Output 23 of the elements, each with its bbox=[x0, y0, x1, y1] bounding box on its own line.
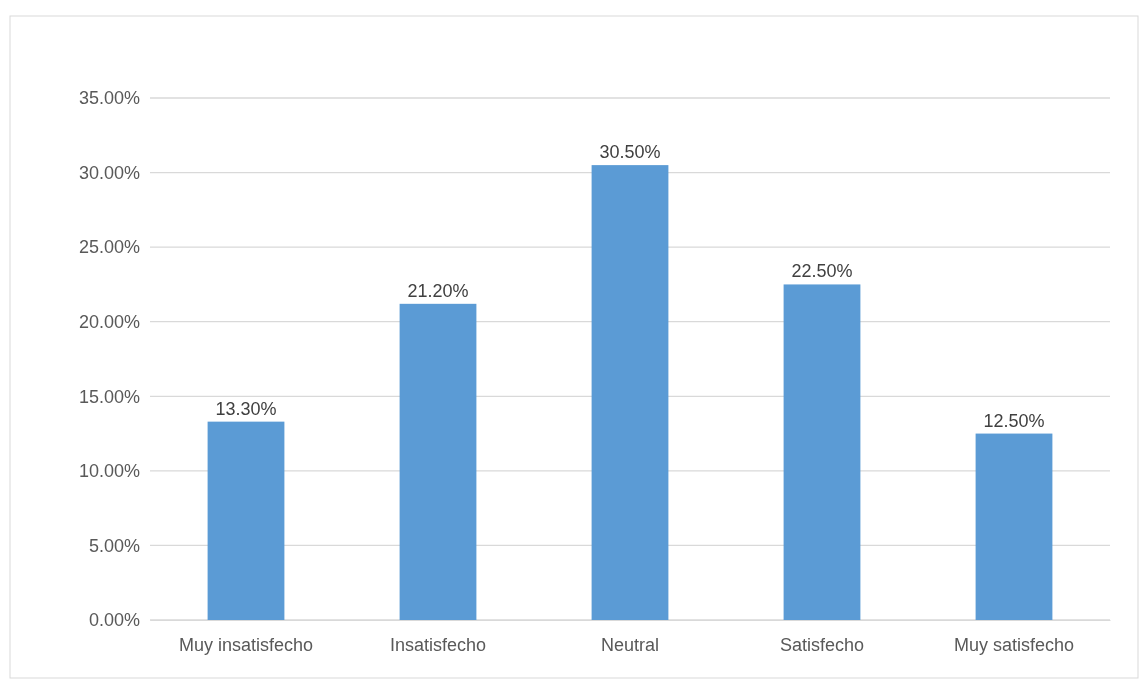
bar bbox=[399, 303, 477, 620]
y-tick-label: 0.00% bbox=[88, 610, 140, 631]
data-label: 13.30% bbox=[215, 398, 277, 419]
data-label: 12.50% bbox=[983, 410, 1045, 431]
x-tick-label: Muy insatisfecho bbox=[178, 634, 314, 655]
y-tick-label: 5.00% bbox=[88, 535, 140, 556]
y-tick-label: 10.00% bbox=[78, 461, 140, 482]
y-tick-label: 20.00% bbox=[78, 311, 140, 332]
y-tick-label: 15.00% bbox=[78, 386, 140, 407]
x-tick-label: Satisfecho bbox=[779, 634, 865, 655]
x-tick-label: Insatisfecho bbox=[389, 634, 487, 655]
bar bbox=[783, 284, 861, 620]
y-tick-label: 30.00% bbox=[78, 162, 140, 183]
bar bbox=[207, 421, 285, 620]
bar bbox=[975, 433, 1053, 620]
data-label: 30.50% bbox=[599, 142, 661, 163]
y-tick-label: 25.00% bbox=[78, 237, 140, 258]
bar bbox=[591, 165, 669, 620]
data-label: 22.50% bbox=[791, 261, 853, 282]
y-tick-label: 35.00% bbox=[78, 88, 140, 109]
data-label: 21.20% bbox=[407, 280, 469, 301]
x-tick-label: Neutral bbox=[600, 634, 660, 655]
x-tick-label: Muy satisfecho bbox=[953, 634, 1075, 655]
